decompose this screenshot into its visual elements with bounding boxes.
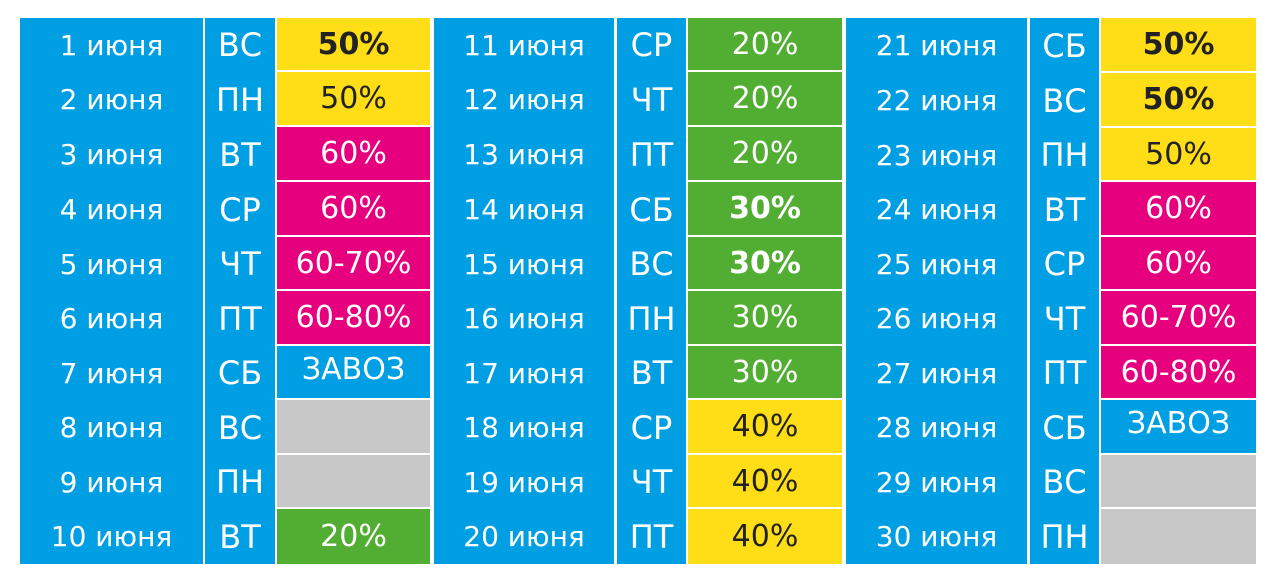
- date-cell: 10 июня: [50, 520, 173, 553]
- weekday-cell: СР: [1043, 245, 1086, 283]
- weekday-cell: СР: [219, 190, 261, 229]
- date-cell: 25 июня: [875, 247, 998, 281]
- discount-column: 20% 20% 20% 30% 30% 30% 30% 40% 40% 40%: [688, 18, 842, 564]
- discount-cell: 30%: [688, 346, 842, 398]
- date-cell: 4 июня: [59, 193, 164, 226]
- date-cell: 6 июня: [59, 302, 164, 335]
- date-cell: 13 июня: [463, 138, 585, 171]
- discount-cell: 60-70%: [1101, 291, 1256, 344]
- weekday-column: ВС ПН ВТ СР ЧТ ПТ СБ ВС ПН ВТ: [205, 18, 275, 564]
- empty-cell: [1101, 509, 1256, 564]
- date-cell: 28 июня: [875, 411, 998, 444]
- weekday-cell: ВС: [1042, 81, 1087, 120]
- empty-cell: [1101, 455, 1256, 507]
- empty-cell: [277, 455, 430, 507]
- date-cell: 19 июня: [463, 465, 585, 499]
- weekday-cell: ПТ: [629, 517, 674, 556]
- weekday-cell: ПН: [1040, 517, 1089, 556]
- discount-cell: 40%: [688, 455, 842, 507]
- weekday-cell: ВС: [217, 408, 263, 447]
- weekday-cell: ВТ: [630, 354, 673, 392]
- date-cell: 23 июня: [875, 138, 998, 172]
- weekday-cell: ПТ: [218, 299, 262, 338]
- weekday-cell: ЧТ: [630, 80, 673, 119]
- date-cell: 27 июня: [875, 356, 998, 390]
- date-cell: 29 июня: [875, 465, 998, 499]
- weekday-cell: СР: [630, 26, 673, 64]
- weekday-cell: СБ: [1042, 408, 1087, 447]
- date-column: 21 июня 22 июня 23 июня 24 июня 25 июня 26 ию…: [846, 18, 1027, 564]
- discount-cell: 20%: [277, 509, 430, 564]
- weekday-cell: ПТ: [1042, 354, 1087, 392]
- discount-cell: 30%: [688, 237, 842, 289]
- date-cell: 12 июня: [463, 83, 585, 116]
- date-cell: 11 июня: [463, 28, 585, 62]
- discount-cell: 50%: [1101, 73, 1256, 126]
- weekday-cell: ВС: [1042, 463, 1087, 501]
- weekday-cell: ПТ: [629, 135, 674, 174]
- weekday-cell: ЧТ: [1043, 299, 1086, 338]
- weekday-cell: ЧТ: [219, 245, 261, 283]
- discount-cell: 50%: [277, 72, 430, 125]
- weekday-cell: ВТ: [219, 135, 261, 174]
- date-cell: 15 июня: [463, 247, 585, 281]
- weekday-cell: СБ: [629, 190, 674, 229]
- weekday-cell: ПН: [627, 299, 676, 338]
- date-cell: 1 июня: [59, 28, 164, 62]
- date-cell: 7 июня: [59, 356, 164, 390]
- weekday-cell: ПН: [215, 80, 265, 119]
- weekday-cell: ВС: [217, 26, 263, 64]
- date-cell: 20 июня: [463, 520, 585, 553]
- discount-cell: 60%: [1101, 237, 1256, 289]
- discount-cell: 60%: [1101, 182, 1256, 235]
- weekday-column: СР ЧТ ПТ СБ ВС ПН ВТ СР ЧТ ПТ: [617, 18, 686, 564]
- empty-cell: [277, 400, 430, 453]
- weekday-cell: ПН: [1040, 136, 1089, 174]
- discount-cell: 60-80%: [277, 291, 430, 344]
- date-cell: 3 июня: [59, 138, 164, 171]
- weekday-cell: СР: [630, 408, 673, 447]
- date-cell: 18 июня: [463, 411, 585, 444]
- date-column: 1 июня 2 июня 3 июня 4 июня 5 июня 6 июня 7 ию…: [20, 18, 203, 564]
- discount-cell: ЗАВОЗ: [1101, 400, 1256, 453]
- weekday-cell: ВТ: [219, 517, 261, 556]
- weekday-cell: СБ: [1042, 26, 1087, 65]
- date-cell: 24 июня: [875, 193, 998, 226]
- date-cell: 14 июня: [463, 193, 585, 226]
- weekday-column: СБ ВС ПН ВТ СР ЧТ ПТ СБ ВС ПН: [1030, 18, 1099, 564]
- discount-cell: 40%: [688, 400, 842, 453]
- discount-cell: 50%: [1101, 128, 1256, 180]
- date-cell: 2 июня: [59, 83, 164, 116]
- discount-column: 50% 50% 50% 60% 60% 60-70% 60-80% ЗАВОЗ: [1101, 18, 1256, 564]
- discount-cell: 20%: [688, 18, 842, 70]
- weekday-cell: СБ: [217, 354, 263, 392]
- discount-cell: 60-70%: [277, 237, 430, 289]
- discount-cell: 20%: [688, 127, 842, 180]
- discount-cell: 60%: [277, 127, 430, 180]
- date-cell: 30 июня: [875, 520, 998, 553]
- discount-cell: 40%: [688, 509, 842, 564]
- date-cell: 22 июня: [875, 84, 998, 117]
- weekday-cell: ЧТ: [630, 463, 673, 501]
- date-cell: 26 июня: [875, 302, 998, 335]
- discount-cell: 20%: [688, 72, 842, 125]
- date-cell: 5 июня: [59, 247, 164, 281]
- discount-cell: 60%: [277, 182, 430, 235]
- date-cell: 8 июня: [59, 411, 164, 444]
- date-cell: 21 июня: [875, 29, 998, 62]
- date-cell: 17 июня: [463, 356, 585, 390]
- date-cell: 9 июня: [59, 465, 164, 499]
- discount-column: 50% 50% 60% 60% 60-70% 60-80% ЗАВОЗ 20%: [277, 18, 430, 564]
- weekday-cell: ВТ: [1043, 190, 1086, 229]
- date-cell: 16 июня: [463, 302, 585, 335]
- discount-cell: 50%: [1101, 18, 1256, 71]
- date-column: 11 июня 12 июня 13 июня 14 июня 15 июня 16 ию…: [434, 18, 614, 564]
- weekday-cell: ВС: [629, 245, 674, 283]
- discount-cell: ЗАВОЗ: [277, 346, 430, 398]
- discount-cell: 30%: [688, 182, 842, 235]
- discount-cell: 30%: [688, 291, 842, 344]
- discount-cell: 60-80%: [1101, 346, 1256, 398]
- discount-cell: 50%: [277, 18, 430, 70]
- weekday-cell: ПН: [215, 463, 265, 501]
